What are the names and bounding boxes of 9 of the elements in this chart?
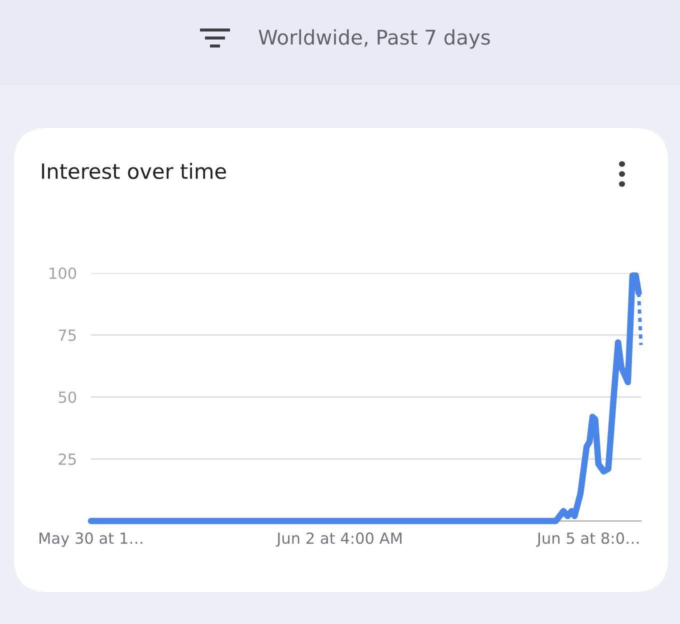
chart-title: Interest over time (42, 162, 226, 180)
x-tick-label: May 30 at 1… (40, 532, 142, 547)
y-tick-label: 100 (50, 267, 76, 280)
y-tick-label: 75 (58, 330, 76, 342)
y-tick-label: 25 (58, 453, 76, 466)
chart-subtitle: Worldwide, Past 7 days (258, 29, 490, 49)
x-tick-label: Jun 2 at 4:00 AM (276, 532, 402, 547)
y-tick-label: 50 (58, 391, 76, 404)
x-tick-label: Jun 5 at 8:0… (536, 532, 639, 547)
